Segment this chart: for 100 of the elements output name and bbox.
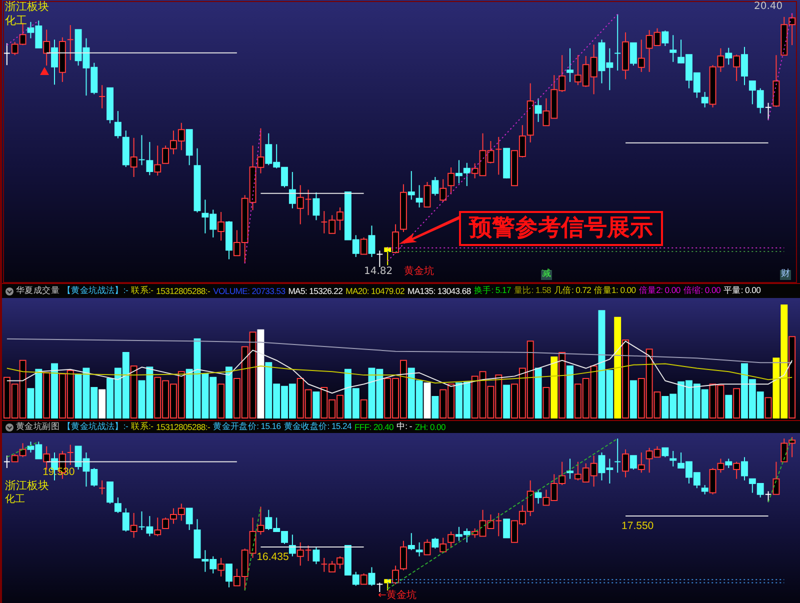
- candlestick: [368, 225, 376, 258]
- candlestick: [3, 455, 10, 468]
- candlestick: [424, 181, 431, 208]
- text: 联系:-: [131, 421, 154, 433]
- candlestick: [630, 455, 637, 470]
- candlestick: [154, 145, 162, 176]
- candlestick: [288, 171, 296, 209]
- candlestick: [764, 102, 772, 121]
- text: 联系:-: [131, 285, 154, 297]
- text: 黄金收盘价: 15.24: [284, 421, 352, 433]
- candlestick: [43, 29, 50, 66]
- candlestick: [106, 481, 114, 504]
- candlestick: [218, 211, 225, 242]
- candlestick: [416, 542, 423, 557]
- bar: [534, 368, 542, 418]
- candlestick: [312, 546, 320, 565]
- candlestick: [98, 84, 106, 109]
- text: 15312805288:-: [156, 286, 210, 296]
- annotation: ←黄金坑: [378, 590, 416, 601]
- bar: [51, 363, 58, 418]
- candlestick: [630, 42, 637, 66]
- bar: [257, 329, 264, 418]
- candlestick: [534, 489, 542, 504]
- candlestick: [733, 54, 740, 82]
- text: MA20: 10479.02: [346, 286, 404, 296]
- candlestick: [670, 450, 677, 467]
- candlestick: [614, 438, 622, 474]
- candlestick: [448, 166, 455, 195]
- annotation: 14.82: [364, 266, 393, 277]
- text: 换手: 5.17: [474, 285, 511, 297]
- candlestick: [392, 565, 400, 585]
- candlestick: [3, 42, 10, 66]
- series-label: 17.550: [622, 520, 654, 532]
- annotation: 浙江板块: [5, 0, 49, 14]
- candlestick: [376, 250, 384, 268]
- candlestick: [186, 508, 193, 530]
- candlestick: [440, 178, 447, 202]
- candlestick: [360, 236, 368, 255]
- candlestick: [566, 48, 574, 82]
- text: 【黄金坑战法】:-: [62, 285, 128, 297]
- candlestick: [448, 531, 455, 548]
- bar: [566, 366, 574, 418]
- candlestick: [566, 458, 574, 480]
- candlestick: [226, 564, 232, 588]
- candlestick: [701, 91, 708, 108]
- candlestick: [638, 452, 645, 474]
- candlestick: [368, 566, 376, 586]
- text: 倍量1: 0.00: [594, 285, 636, 297]
- text: 中: -: [396, 421, 412, 433]
- bar: [503, 384, 510, 418]
- text: MA5: 15326.22: [288, 286, 343, 296]
- candlestick: [376, 582, 384, 592]
- annotation: 浙江板块: [5, 479, 49, 492]
- candlestick: [154, 517, 162, 537]
- candlestick: [312, 192, 320, 221]
- candlestick: [662, 30, 669, 47]
- text: 倍缩: 0.00: [683, 285, 720, 297]
- annotation: 减: [541, 269, 552, 280]
- candlestick: [432, 176, 439, 196]
- annotation: 黄金坑: [404, 266, 434, 277]
- candlestick: [130, 137, 138, 178]
- candlestick: [614, 14, 622, 72]
- text: 量比: 1.58: [514, 285, 552, 297]
- text: MA135: 13043.68: [407, 286, 471, 296]
- text: 平量: 0.00: [723, 285, 761, 297]
- candlestick: [146, 141, 154, 176]
- annotation: 财: [780, 269, 791, 280]
- text: 黄金坑副图: [16, 421, 60, 433]
- candlestick: [130, 512, 138, 538]
- annotation: 化工: [5, 14, 27, 28]
- text: 黄金开盘价: 15.16: [213, 421, 281, 433]
- annotation: 20.40: [754, 1, 783, 12]
- bar: [312, 392, 320, 418]
- candlestick: [741, 46, 748, 86]
- candlestick: [733, 461, 740, 480]
- candlestick: [772, 461, 780, 495]
- candlestick: [670, 34, 677, 62]
- candlestick: [622, 448, 629, 478]
- bar: [630, 380, 637, 418]
- candlestick: [51, 39, 58, 86]
- text: 【黄金坑战法】:-: [62, 421, 128, 433]
- candlestick: [725, 458, 732, 468]
- candlestick: [701, 484, 708, 495]
- bar: [550, 356, 558, 418]
- bar: [98, 389, 106, 418]
- text: VOLUME: 20733.53: [213, 286, 286, 296]
- candlestick: [66, 444, 74, 466]
- bar: [432, 396, 439, 418]
- text: 几倍: 0.72: [554, 285, 592, 297]
- candlestick: [440, 537, 447, 552]
- annotation: 预警参考信号展示: [459, 211, 663, 246]
- candlestick: [432, 537, 439, 550]
- candlestick: [66, 24, 74, 61]
- candlestick: [416, 184, 423, 208]
- candlestick: [408, 532, 415, 551]
- candlestick: [114, 110, 122, 139]
- bar: [725, 394, 732, 418]
- candlestick: [218, 557, 225, 577]
- text: ZH: 0.00: [414, 422, 446, 432]
- candlestick: [741, 456, 748, 481]
